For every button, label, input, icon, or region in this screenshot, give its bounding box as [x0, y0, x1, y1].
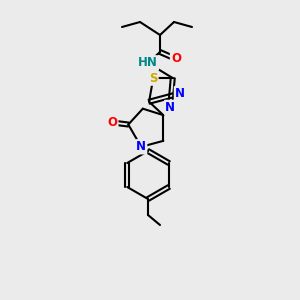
Text: O: O	[107, 116, 117, 129]
Text: N: N	[136, 140, 146, 153]
Text: N: N	[165, 101, 175, 114]
Text: N: N	[146, 56, 156, 70]
Text: S: S	[149, 72, 158, 85]
Text: O: O	[171, 52, 181, 65]
Text: H: H	[141, 58, 149, 68]
Text: HN: HN	[138, 56, 158, 70]
Text: N: N	[175, 87, 185, 100]
